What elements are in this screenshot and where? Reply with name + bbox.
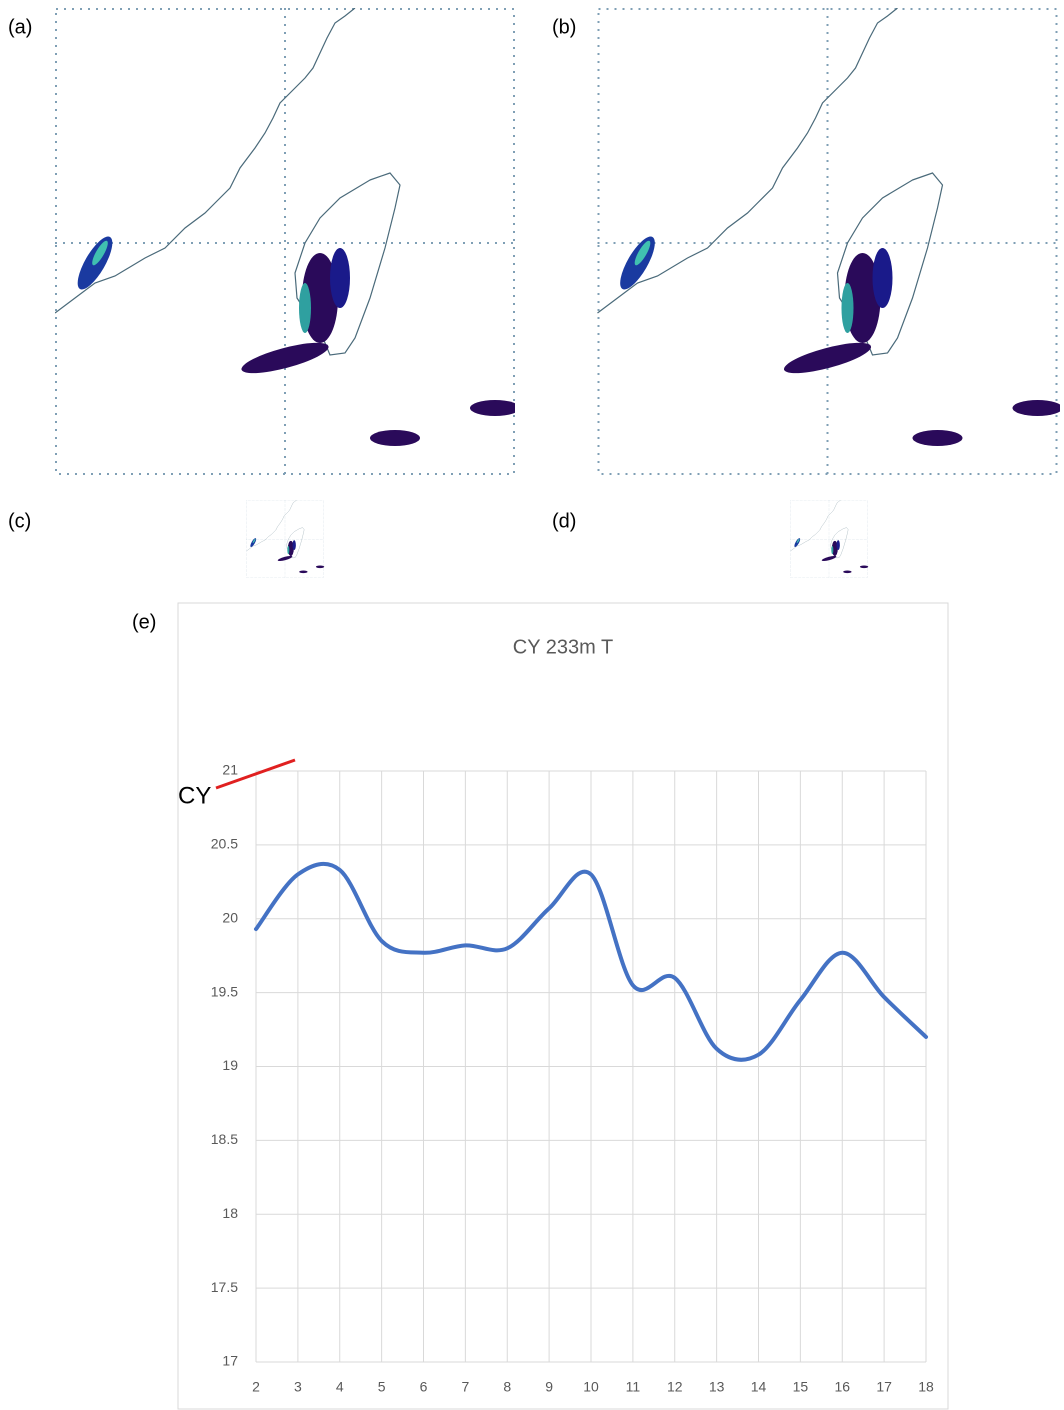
y-tick-label: 19.5 xyxy=(211,983,238,999)
x-tick-label: 16 xyxy=(834,1379,850,1395)
map-panel-b: (b) xyxy=(552,8,1060,475)
x-tick-label: 11 xyxy=(626,1379,641,1395)
x-tick-label: 17 xyxy=(876,1379,892,1395)
annotation: CY xyxy=(178,782,211,809)
y-tick-label: 18 xyxy=(222,1205,238,1221)
x-tick-label: 12 xyxy=(667,1379,683,1395)
x-tick-label: 10 xyxy=(583,1379,599,1395)
panel-label: (c) xyxy=(8,510,31,532)
x-tick-label: 5 xyxy=(378,1379,386,1395)
y-tick-label: 20.5 xyxy=(211,836,238,852)
x-tick-label: 4 xyxy=(336,1379,344,1395)
x-tick-label: 6 xyxy=(420,1379,428,1395)
x-tick-label: 2 xyxy=(252,1379,260,1395)
y-tick-label: 17 xyxy=(222,1353,238,1369)
chart-frame xyxy=(177,602,949,1410)
panel-label: (d) xyxy=(552,510,576,532)
chart-title: CY 233m T xyxy=(513,636,613,658)
annotation-line xyxy=(215,758,296,790)
x-tick-label: 14 xyxy=(751,1379,767,1395)
x-tick-label: 7 xyxy=(461,1379,469,1395)
map-panel-d: (d) xyxy=(552,500,870,578)
panel-label: (b) xyxy=(552,16,576,38)
y-tick-label: 19 xyxy=(222,1057,238,1073)
y-tick-label: 20 xyxy=(222,909,238,925)
series-line xyxy=(254,861,928,1062)
panel-label: (e) xyxy=(132,611,156,633)
panel-label: (a) xyxy=(8,16,32,38)
y-tick-label: 21 xyxy=(222,762,238,778)
x-tick-label: 15 xyxy=(793,1379,809,1395)
x-tick-label: 3 xyxy=(294,1379,302,1395)
map-panel-a: (a) xyxy=(8,8,515,475)
y-tick-label: 17.5 xyxy=(211,1279,238,1295)
plot-area: 17 17.5 18 18.5 19 19.5 20 20.5 21 2 3 4 5 6 7 8 9 10 11 12… xyxy=(211,762,934,1395)
x-tick-label: 13 xyxy=(709,1379,725,1395)
x-tick-label: 18 xyxy=(918,1379,934,1395)
x-tick-label: 9 xyxy=(545,1379,553,1395)
y-tick-label: 18.5 xyxy=(211,1131,238,1147)
map-panel-c: (c) xyxy=(8,500,326,578)
x-tick-label: 8 xyxy=(503,1379,511,1395)
